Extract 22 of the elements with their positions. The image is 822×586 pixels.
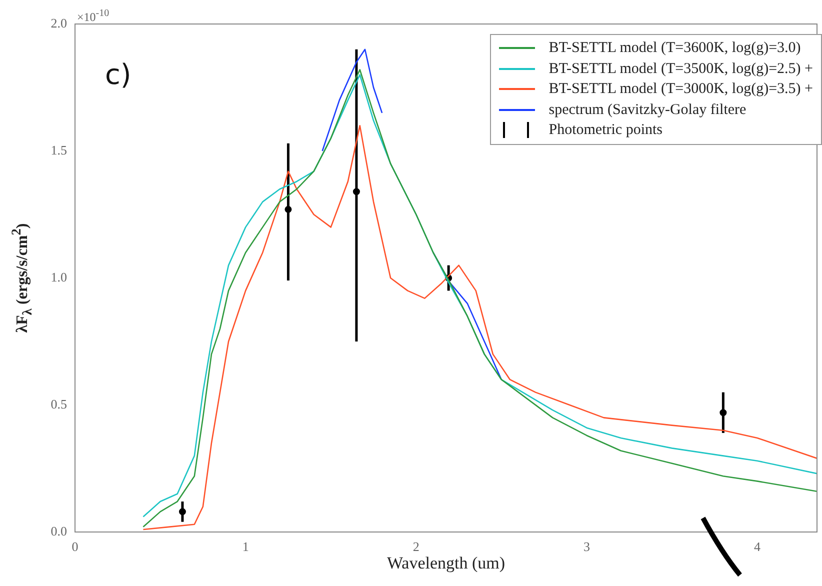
x-tick-label: 0 <box>72 539 78 554</box>
legend-label: spectrum (Savitzky-Golay filtere <box>548 100 746 120</box>
y-tick-label: 0.5 <box>50 396 67 412</box>
legend-label: BT-SETTL model (T=3600K, log(g)=3.0) <box>548 39 801 58</box>
y-tick-label: 2.0 <box>50 15 67 30</box>
point <box>284 206 292 213</box>
x-tick-label: 2 <box>412 539 420 554</box>
annotation: ×10$^{-10}$ <box>77 8 110 25</box>
x-axis-title: Wavelength (um) <box>386 553 506 572</box>
x-tick-label: 4 <box>754 539 762 554</box>
legend-label: BT-SETTL model (T=3000K, log(g)=3.5) + <box>548 80 813 99</box>
annotation: c) <box>105 58 132 91</box>
point <box>178 508 186 516</box>
legend-label: Photometric points <box>548 121 662 140</box>
y-tick-label: 1.0 <box>50 269 67 284</box>
y-tick-label: 1.5 <box>50 142 67 158</box>
x-tick-label: 3 <box>583 539 590 554</box>
x-tick-label: 1 <box>242 539 249 554</box>
y-tick-label: 0.0 <box>50 523 67 538</box>
point <box>720 409 727 416</box>
legend-label: BT-SETTL model (T=3500K, log(g)=2.5) + <box>548 60 813 78</box>
point <box>352 188 360 196</box>
